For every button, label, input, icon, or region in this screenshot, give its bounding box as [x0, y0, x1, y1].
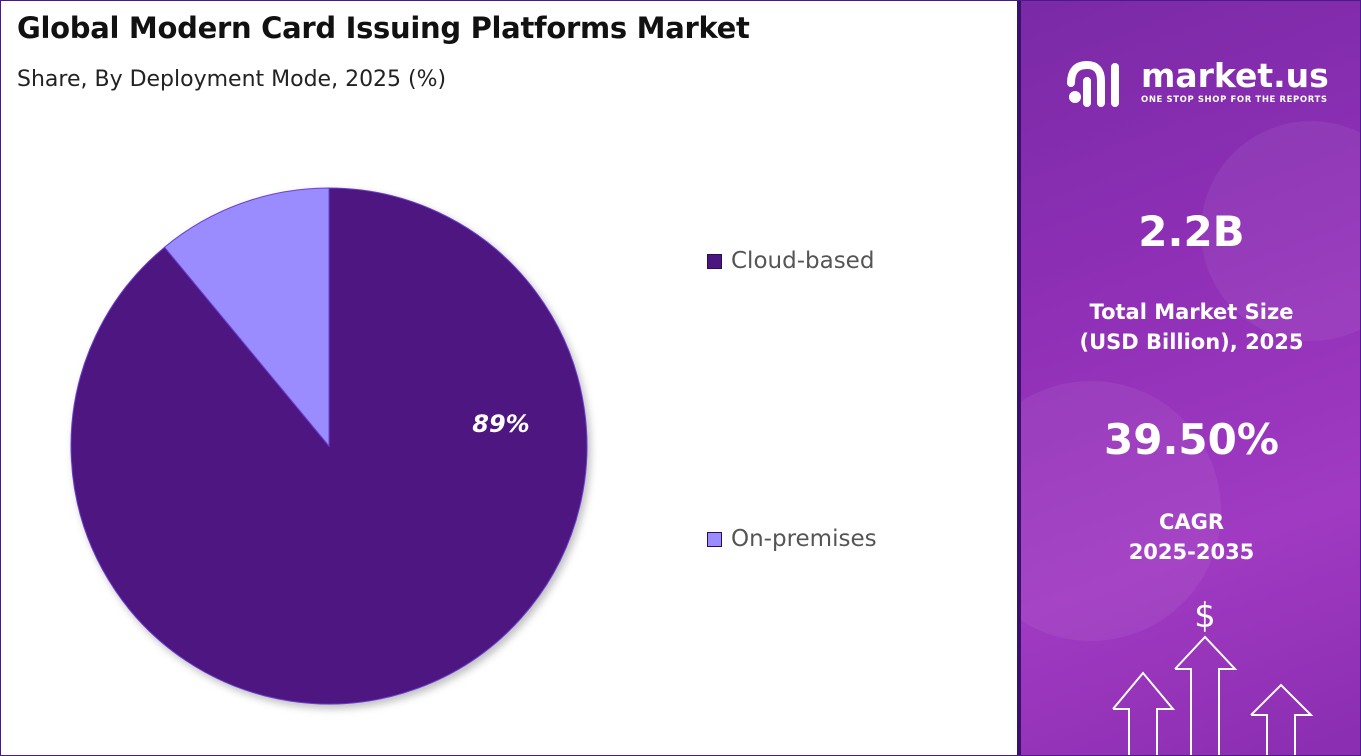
chart-subtitle: Share, By Deployment Mode, 2025 (%)	[17, 67, 447, 92]
summary-panel: market.us ONE STOP SHOP FOR THE REPORTS …	[1017, 1, 1360, 755]
pie-slice-on-premises	[163, 187, 330, 448]
brand-name: market.us	[1141, 56, 1329, 95]
cagr-label-line2: 2025-2035	[1128, 540, 1255, 564]
chart-title: Global Modern Card Issuing Platforms Mar…	[17, 11, 750, 45]
growth-arrows-icon: $	[1112, 597, 1314, 755]
dollar-icon: $	[1194, 597, 1216, 636]
legend-item-on-premises: On-premises	[707, 526, 877, 552]
cagr-value: 39.50%	[1104, 415, 1279, 464]
cagr-label-line1: CAGR	[1158, 510, 1225, 534]
brand-tagline: ONE STOP SHOP FOR THE REPORTS	[1141, 95, 1328, 105]
background-shape	[1021, 381, 1221, 641]
brand-logo: market.us ONE STOP SHOP FOR THE REPORTS	[1067, 53, 1329, 111]
legend-item-cloud-based: Cloud-based	[707, 248, 874, 274]
cagr-label: CAGR 2025-2035	[1021, 507, 1360, 567]
legend-label-cloud-based: Cloud-based	[731, 248, 875, 274]
market-size-label-line1: Total Market Size	[1089, 300, 1294, 324]
market-size-label-line2: (USD Billion), 2025	[1079, 330, 1304, 354]
market-size-label: Total Market Size (USD Billion), 2025	[1021, 297, 1360, 357]
data-label-cloud-based: 89%	[472, 410, 529, 438]
market-us-logo-icon	[1067, 60, 1119, 107]
pie-chart: 89%	[70, 187, 588, 705]
legend-label-on-premises: On-premises	[731, 526, 877, 552]
market-size-value: 2.2B	[1138, 207, 1245, 256]
legend-swatch-cloud-based	[707, 253, 722, 269]
chart-panel: Global Modern Card Issuing Platforms Mar…	[1, 1, 1017, 755]
legend-swatch-on-premises	[707, 531, 722, 547]
